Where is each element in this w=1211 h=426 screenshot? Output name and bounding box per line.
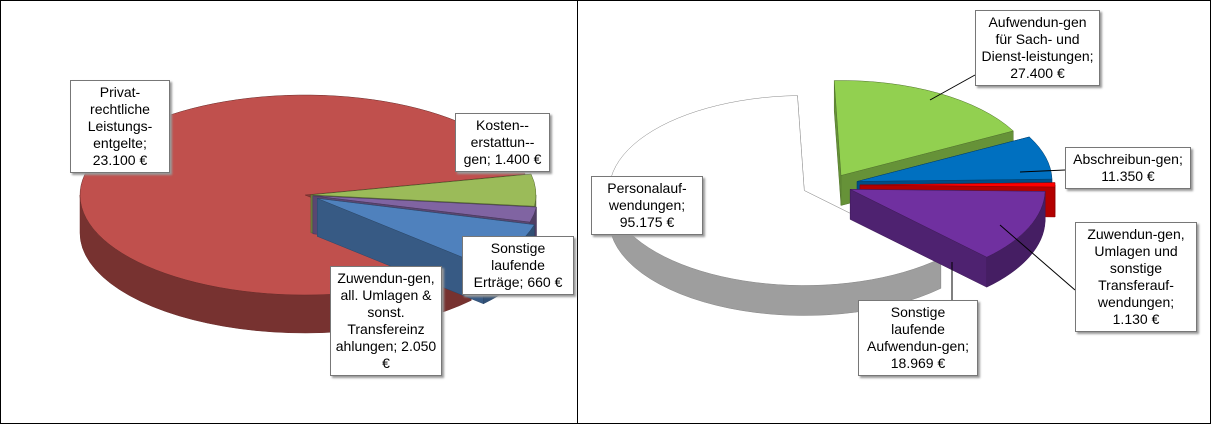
slice-top: [310, 173, 537, 207]
label-value: 27.400 €: [1010, 65, 1065, 81]
data-label: Sonstige laufende Erträge; 660 €: [462, 236, 574, 295]
label-separator: ;: [1089, 48, 1094, 64]
data-label: Zuwendun-gen, all. Umlagen & sonst. Tran…: [330, 266, 442, 376]
data-label: Personalauf-wendungen; 95.175 €: [591, 176, 703, 235]
label-category: Privat-rechtliche Leistungs-entgelte: [87, 84, 153, 151]
label-separator: ;: [393, 338, 398, 354]
label-value: 660 €: [527, 274, 563, 290]
slice-top: [850, 189, 1046, 258]
slice-top: [833, 80, 1014, 176]
data-label: Zuwendun-gen, Umlagen und sonstige Trans…: [1075, 222, 1197, 332]
data-label: Abschreibun-gen; 11.350 €: [1065, 147, 1191, 189]
label-separator: ;: [519, 274, 524, 290]
pie: [609, 80, 1056, 316]
label-value: 11.350 €: [1101, 168, 1155, 184]
leader-line: [1019, 169, 1066, 173]
label-value: 1.400 €: [494, 151, 542, 167]
label-separator: ;: [1170, 294, 1175, 310]
label-category: Zuwendun-gen, Umlagen und sonstige Trans…: [1087, 226, 1185, 310]
slice-top: [859, 182, 1056, 188]
pie-slice: [609, 95, 942, 316]
pie-slice: [849, 188, 1046, 288]
label-category: Aufwendun-gen für Sach- und Dienst-leist…: [981, 14, 1090, 64]
label-value: 18.969 €: [890, 355, 946, 371]
leader-line: [999, 224, 1076, 291]
label-value: 95.175 €: [619, 214, 675, 230]
label-value: 1.130 €: [1112, 311, 1160, 327]
label-category: Zuwendun-gen, all. Umlagen & sonst. Tran…: [335, 270, 435, 354]
label-value: 23.100 €: [92, 152, 148, 168]
label-separator: ;: [965, 338, 969, 354]
data-label: Privat-rechtliche Leistungs-entgelte; 23…: [70, 80, 170, 173]
slice-top: [312, 195, 537, 223]
label-separator: ;: [1178, 151, 1183, 167]
label-separator: ;: [142, 135, 147, 151]
data-label: Sonstige laufende Aufwendun-gen; 18.969 …: [858, 300, 978, 376]
label-category: Sonstige laufende Erträge: [473, 240, 546, 290]
slice-top: [857, 136, 1053, 182]
label-value: 2.050 €: [382, 338, 437, 371]
label-category: Abschreibun-gen: [1073, 151, 1179, 167]
leader-line: [929, 74, 976, 101]
label-separator: ;: [486, 151, 491, 167]
label-category: Kosten--erstattun--gen: [463, 117, 535, 167]
data-label: Kosten--erstattun--gen; 1.400 €: [455, 113, 550, 172]
label-category: Personalauf-wendungen: [607, 180, 687, 213]
label-category: Sonstige laufende Aufwendun-gen: [867, 304, 966, 354]
data-label: Aufwendun-gen für Sach- und Dienst-leist…: [975, 10, 1100, 86]
label-separator: ;: [681, 197, 686, 213]
